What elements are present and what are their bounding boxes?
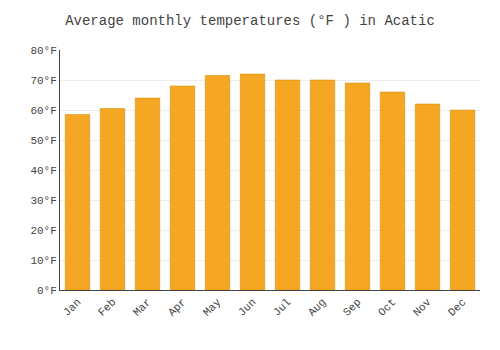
svg-text:50°F: 50°F bbox=[30, 135, 56, 147]
svg-text:Mar: Mar bbox=[131, 296, 153, 318]
svg-text:Nov: Nov bbox=[411, 296, 434, 319]
svg-text:Dec: Dec bbox=[446, 296, 468, 318]
svg-text:40°F: 40°F bbox=[30, 165, 56, 177]
svg-text:Jan: Jan bbox=[61, 296, 83, 318]
svg-text:Sep: Sep bbox=[341, 296, 363, 318]
svg-text:Oct: Oct bbox=[376, 296, 398, 318]
svg-text:60°F: 60°F bbox=[30, 105, 56, 117]
svg-text:May: May bbox=[201, 296, 224, 319]
svg-text:70°F: 70°F bbox=[30, 75, 56, 87]
svg-text:Average monthly temperatures (: Average monthly temperatures (°F ) in Ac… bbox=[65, 13, 435, 29]
svg-text:Jul: Jul bbox=[271, 296, 293, 318]
svg-text:Jun: Jun bbox=[236, 296, 258, 318]
svg-text:20°F: 20°F bbox=[30, 225, 56, 237]
svg-text:10°F: 10°F bbox=[30, 255, 56, 267]
svg-text:80°F: 80°F bbox=[30, 45, 56, 57]
svg-text:Apr: Apr bbox=[166, 296, 188, 318]
svg-text:30°F: 30°F bbox=[30, 195, 56, 207]
svg-text:Feb: Feb bbox=[96, 296, 118, 318]
svg-text:0°F: 0°F bbox=[37, 285, 57, 297]
svg-text:Aug: Aug bbox=[306, 296, 328, 318]
